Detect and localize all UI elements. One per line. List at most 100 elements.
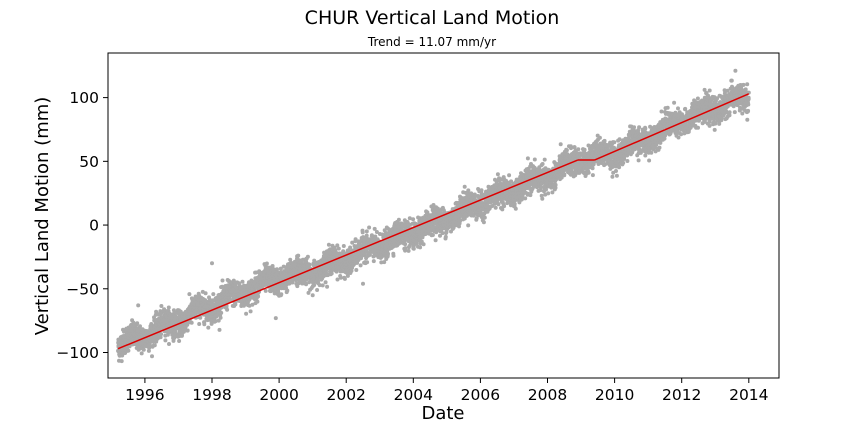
data-point — [312, 283, 317, 288]
data-point — [203, 291, 208, 296]
data-point — [244, 311, 249, 316]
data-point — [558, 142, 563, 147]
data-point — [305, 254, 310, 259]
data-point — [248, 309, 253, 314]
data-point — [411, 246, 416, 251]
data-point — [540, 196, 545, 201]
data-point — [371, 259, 376, 264]
data-point — [131, 320, 136, 325]
data-point — [466, 223, 471, 228]
data-point — [187, 292, 192, 297]
data-point — [228, 298, 233, 302]
data-point — [597, 135, 602, 140]
data-point — [211, 292, 216, 297]
data-point — [335, 277, 340, 282]
data-point — [502, 204, 507, 209]
data-point — [466, 188, 471, 193]
data-point — [493, 205, 498, 210]
data-point — [443, 234, 448, 239]
data-point — [572, 145, 577, 150]
data-point — [159, 304, 164, 308]
data-point — [336, 246, 341, 251]
data-point — [564, 148, 569, 153]
data-point — [562, 173, 567, 178]
data-point — [119, 359, 124, 364]
data-point — [219, 310, 224, 315]
data-point — [135, 321, 140, 326]
data-point — [323, 280, 328, 285]
data-point — [342, 276, 347, 281]
data-point — [139, 351, 144, 356]
data-point — [462, 184, 467, 189]
data-point — [217, 327, 222, 332]
data-point — [479, 188, 484, 193]
data-point — [540, 162, 545, 166]
data-point — [264, 261, 269, 266]
chart-title: CHUR Vertical Land Motion — [305, 7, 560, 29]
data-point — [418, 245, 423, 250]
data-point — [421, 242, 426, 247]
data-point — [255, 299, 260, 304]
data-point — [185, 328, 190, 333]
data-point — [430, 233, 435, 237]
data-point — [177, 339, 182, 343]
data-point — [433, 238, 438, 243]
data-point — [512, 201, 517, 206]
data-point — [296, 253, 301, 258]
data-point — [166, 305, 171, 310]
data-point — [285, 288, 290, 293]
data-point — [320, 283, 325, 288]
data-point — [141, 347, 146, 352]
data-point — [496, 202, 501, 207]
data-point — [569, 146, 573, 151]
data-point — [307, 262, 312, 267]
data-point — [386, 251, 390, 256]
data-point — [495, 172, 500, 177]
data-point — [582, 147, 587, 152]
data-point — [220, 278, 225, 283]
data-point — [197, 322, 202, 326]
data-point — [256, 294, 261, 299]
data-point — [513, 206, 518, 211]
data-point — [154, 339, 159, 344]
data-point — [198, 315, 203, 320]
data-point — [590, 166, 595, 171]
data-point — [218, 315, 223, 320]
data-point — [586, 170, 591, 175]
data-point — [310, 293, 315, 298]
data-point — [150, 354, 154, 359]
data-point — [167, 342, 171, 346]
data-point — [270, 264, 275, 268]
data-point — [525, 156, 530, 161]
chart-subtitle: Trend = 11.07 mm/yr — [367, 35, 496, 49]
data-point — [482, 215, 487, 220]
data-point — [225, 307, 230, 312]
data-point — [553, 182, 558, 187]
data-point — [546, 191, 551, 196]
data-point — [126, 348, 131, 353]
data-point — [528, 193, 533, 198]
data-point — [360, 230, 365, 235]
data-point — [590, 173, 595, 178]
data-point — [329, 271, 334, 276]
data-point — [202, 322, 207, 327]
data-point — [213, 319, 218, 324]
data-point — [532, 157, 537, 162]
data-point — [403, 242, 408, 247]
data-point — [189, 320, 194, 325]
data-point — [396, 217, 401, 222]
data-point — [542, 157, 547, 162]
data-point — [364, 229, 369, 234]
data-point — [358, 263, 363, 268]
data-point — [158, 335, 163, 340]
data-point — [326, 242, 331, 247]
data-point — [146, 348, 151, 353]
data-points — [116, 68, 751, 364]
data-point — [338, 275, 343, 280]
data-point — [152, 343, 157, 348]
data-point — [341, 244, 346, 248]
data-point — [216, 318, 221, 323]
data-point — [365, 260, 370, 265]
data-point — [147, 342, 152, 347]
